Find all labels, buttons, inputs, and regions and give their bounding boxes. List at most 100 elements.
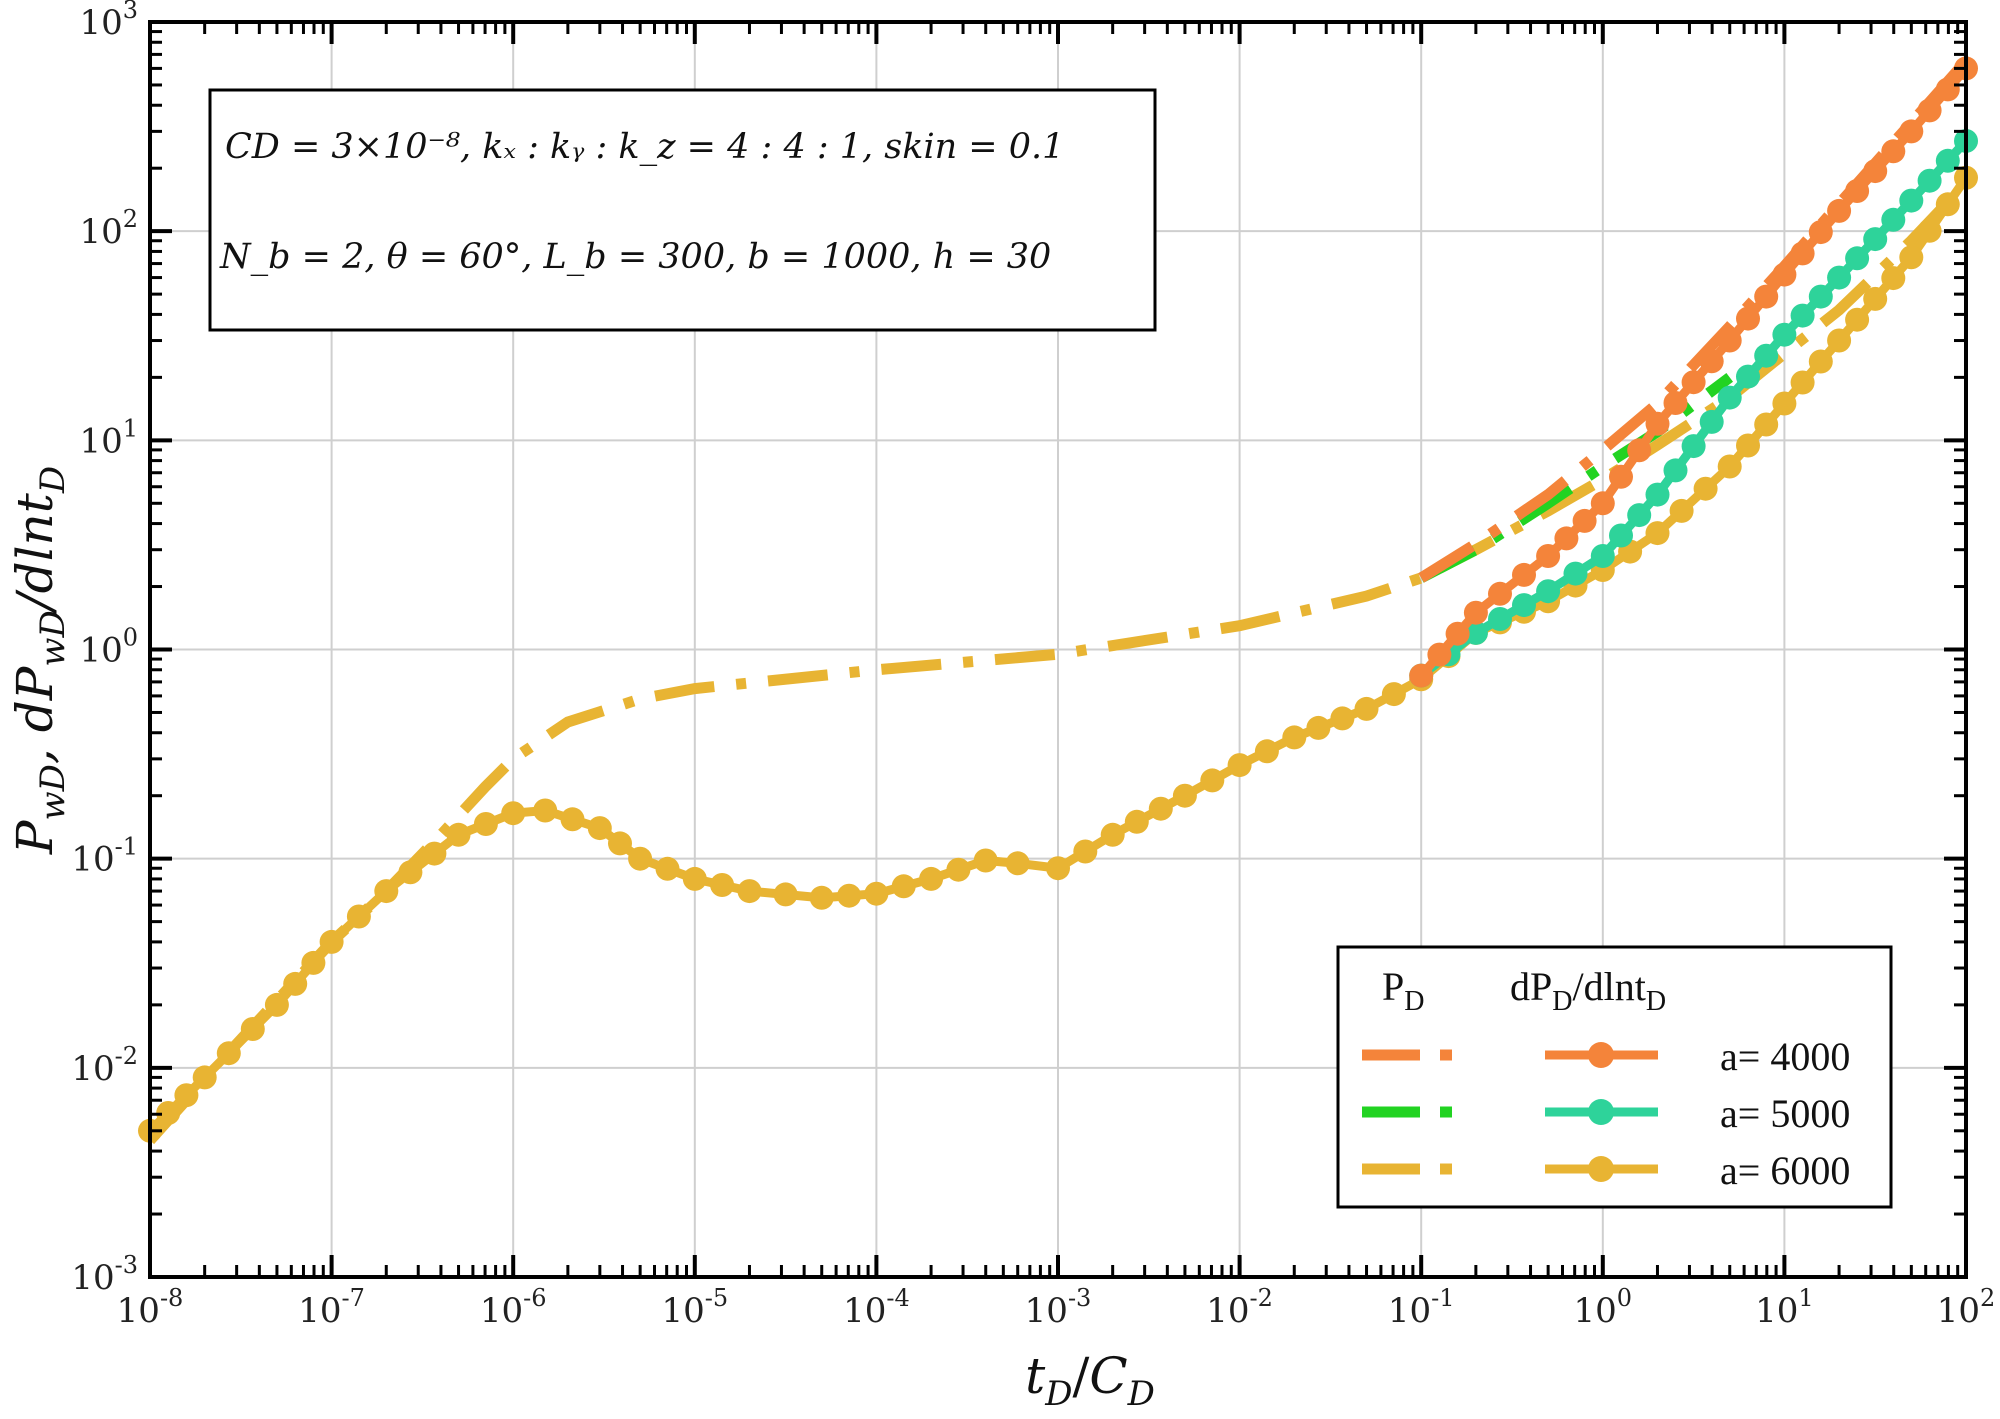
x-axis-title-t-sub: D <box>1044 1374 1072 1414</box>
series-marker <box>501 801 526 826</box>
series-marker <box>891 874 916 899</box>
series-marker <box>837 883 862 908</box>
y-axis-title: PwD, dPwD/dlntD <box>6 466 73 855</box>
series-marker <box>1663 458 1688 483</box>
series-layer <box>138 56 1978 1145</box>
legend-derivative-sample-marker <box>1588 1156 1614 1182</box>
series-marker <box>1772 262 1797 287</box>
series-marker <box>1354 696 1379 721</box>
series-marker <box>1124 809 1149 834</box>
series-marker <box>1200 768 1225 793</box>
series-marker <box>628 846 653 871</box>
series-marker <box>1827 198 1852 223</box>
series-marker <box>1808 284 1833 309</box>
x-tick-label: 10-1 <box>1388 1284 1455 1331</box>
plot-frame <box>148 20 1968 1279</box>
series-marker <box>1917 168 1942 193</box>
series-marker <box>192 1065 217 1090</box>
legend-derivative-sample-marker <box>1588 1099 1614 1125</box>
series-marker <box>1445 621 1470 646</box>
series-marker <box>1717 328 1742 353</box>
legend-box <box>1336 945 1893 1209</box>
series-marker <box>301 950 326 975</box>
y-tick-label: 101 <box>79 414 138 461</box>
series-marker <box>264 992 289 1017</box>
y-tick-label: 10-1 <box>71 833 138 880</box>
series-marker <box>1935 192 1960 217</box>
series-marker <box>1627 438 1652 463</box>
series-marker <box>1790 303 1815 328</box>
series-marker <box>1693 476 1718 501</box>
y-axis-title-p: P <box>6 819 64 855</box>
x-tick-label: 10-8 <box>117 1284 184 1331</box>
series-marker <box>156 1101 181 1125</box>
series-marker <box>1512 562 1536 587</box>
series-marker <box>1627 503 1652 528</box>
series-marker <box>1899 119 1924 144</box>
series-marker <box>1935 77 1960 102</box>
series-marker <box>1073 839 1098 864</box>
series-marker <box>973 848 998 873</box>
series-marker <box>1227 753 1252 778</box>
series-marker <box>1754 412 1779 437</box>
series-marker <box>1808 220 1833 245</box>
series-marker <box>1645 521 1670 546</box>
x-tick-label: 100 <box>1574 1284 1633 1331</box>
series-marker <box>1917 98 1942 123</box>
series-marker <box>240 1017 265 1041</box>
series-marker <box>1100 822 1125 847</box>
series-marker <box>1845 307 1870 332</box>
series-marker <box>1563 561 1588 586</box>
series-marker <box>1409 663 1434 688</box>
series-marker <box>533 798 558 823</box>
series-marker <box>1669 498 1694 523</box>
series-marker <box>1609 464 1633 489</box>
x-axis-title-sep: / <box>1072 1347 1089 1405</box>
series-marker <box>1488 581 1512 606</box>
series-marker <box>1046 856 1070 881</box>
y-axis-title-dp-sub: wD <box>33 610 73 666</box>
x-tick-label: 10-5 <box>661 1284 728 1331</box>
x-tick-label: 10-3 <box>1025 1284 1092 1331</box>
series-marker <box>1645 482 1670 507</box>
series-marker <box>560 807 585 832</box>
series-marker <box>1427 642 1452 667</box>
series-marker <box>1863 159 1888 184</box>
y-tick-label: 10-2 <box>71 1042 138 1089</box>
series-marker <box>1863 227 1888 252</box>
legend-entry-a4000: a= 4000 <box>1720 1034 1850 1079</box>
y-axis-title-p-sub: wD <box>33 764 73 820</box>
series-marker <box>283 971 308 996</box>
y-axis-title-comma: , dP <box>6 665 64 764</box>
series-marker <box>1845 246 1870 271</box>
x-axis-title: tD/CD <box>1025 1347 1155 1414</box>
legend-entry-a6000: a= 6000 <box>1720 1148 1850 1193</box>
x-tick-label: 102 <box>1937 1284 1996 1331</box>
series-marker <box>473 812 498 836</box>
x-tick-label: 10-4 <box>843 1284 910 1331</box>
series-marker <box>737 879 762 904</box>
series-marker <box>1827 328 1852 353</box>
y-tick-label: 100 <box>79 624 138 671</box>
series-marker <box>1827 265 1852 290</box>
series-marker <box>1590 544 1615 568</box>
series-marker <box>1590 491 1615 516</box>
parameter-annotation-line-2: N_b = 2, θ = 60°, L_b = 300, b = 1000, h… <box>219 237 1051 277</box>
series-marker <box>655 856 680 881</box>
series-marker <box>446 822 471 847</box>
series-marker <box>1917 218 1942 243</box>
series-marker <box>773 882 798 907</box>
series-marker <box>1899 245 1924 270</box>
series-marker <box>1863 286 1888 311</box>
legend: PD dPD/dlntD a= 4000 a= 5000 a= 6000 <box>1336 945 1893 1209</box>
series-marker <box>1790 370 1815 395</box>
legend-derivative-sample-marker <box>1588 1042 1614 1068</box>
parameter-annotation-line-1: CD = 3×10⁻⁸, kₓ : kᵧ : k_z = 4 : 4 : 1, … <box>225 127 1064 167</box>
series-marker <box>1572 508 1597 533</box>
series-marker <box>1005 851 1030 876</box>
x-axis-title-c: C <box>1089 1347 1127 1405</box>
y-tick-label: 102 <box>79 205 138 252</box>
legend-header-pd: PD <box>1382 964 1424 1017</box>
series-marker <box>1736 433 1760 458</box>
